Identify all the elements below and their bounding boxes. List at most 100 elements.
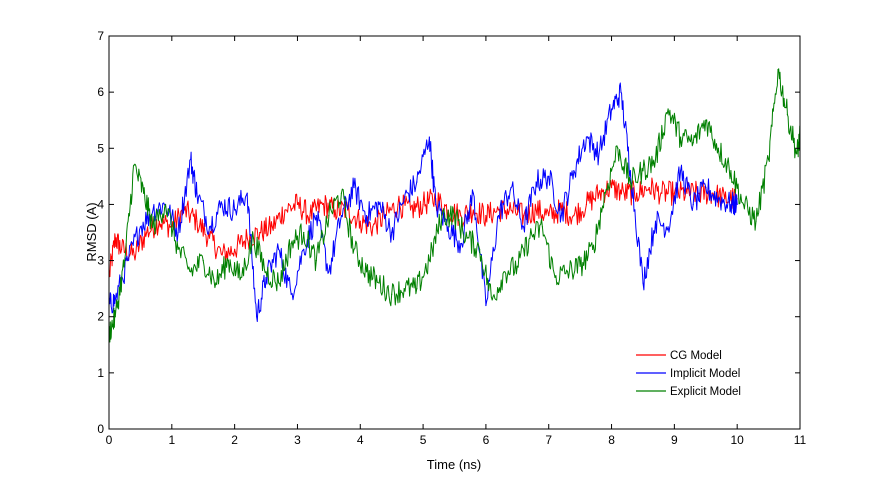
- data-point: [585, 136, 588, 138]
- data-point: [642, 282, 644, 284]
- data-point: [523, 215, 525, 217]
- data-point: [654, 220, 657, 222]
- data-point: [290, 243, 292, 245]
- data-point: [256, 316, 258, 318]
- data-point: [472, 209, 474, 211]
- data-point: [315, 259, 317, 262]
- y-tick-label: 3: [97, 254, 104, 268]
- data-point: [416, 181, 418, 183]
- data-point: [353, 186, 355, 189]
- x-tick-label: 8: [608, 433, 615, 447]
- data-point: [654, 158, 657, 161]
- data-point: [554, 276, 556, 279]
- data-point: [120, 248, 123, 250]
- data-point: [472, 192, 474, 194]
- data-point: [541, 226, 544, 228]
- data-point: [642, 170, 644, 172]
- data-point: [453, 215, 456, 217]
- data-point: [667, 108, 669, 110]
- data-point: [403, 288, 405, 290]
- data-point: [278, 282, 280, 284]
- y-tick-label: 6: [97, 85, 104, 99]
- data-point: [303, 248, 305, 250]
- data-point: [328, 215, 330, 217]
- data-point: [623, 192, 625, 194]
- data-point: [202, 259, 204, 262]
- data-point: [190, 158, 192, 161]
- data-point: [610, 108, 613, 110]
- data-point: [447, 226, 449, 228]
- data-point: [359, 220, 361, 222]
- data-point: [736, 203, 738, 206]
- data-point: [617, 147, 619, 149]
- data-point: [692, 203, 694, 206]
- data-point: [796, 153, 798, 155]
- data-point: [139, 226, 142, 228]
- data-point: [573, 170, 575, 172]
- data-point: [598, 192, 600, 194]
- data-point: [767, 158, 770, 161]
- data-point: [485, 304, 487, 307]
- data-point: [340, 215, 343, 217]
- data-point: [422, 203, 424, 206]
- data-point: [378, 203, 380, 206]
- data-point: [661, 192, 663, 194]
- x-tick-label: 6: [483, 433, 490, 447]
- y-tick-label: 0: [97, 422, 104, 436]
- y-tick-label: 5: [97, 141, 104, 155]
- data-point: [441, 215, 443, 217]
- series-line-1: [109, 82, 738, 322]
- data-point: [142, 192, 145, 194]
- data-point: [560, 215, 562, 217]
- data-point: [265, 276, 267, 279]
- data-point: [592, 248, 594, 250]
- data-point: [636, 192, 638, 194]
- data-point: [535, 209, 537, 211]
- data-point: [585, 203, 588, 206]
- y-axis-label: RMSD (A): [84, 202, 99, 261]
- data-point: [158, 220, 160, 222]
- x-tick-label: 3: [294, 433, 301, 447]
- data-point: [378, 282, 380, 284]
- x-tick-label: 7: [545, 433, 552, 447]
- data-point: [403, 198, 405, 200]
- data-point: [497, 209, 500, 211]
- data-point: [629, 181, 631, 183]
- data-point: [686, 192, 688, 194]
- data-point: [391, 231, 393, 234]
- data-point: [278, 248, 280, 250]
- data-point: [190, 271, 192, 273]
- data-point: [221, 254, 223, 256]
- ticks-layer: 0 1 2 3 4 5 6 7 8 9 10 11 0 1 2 3 4 5 6 7: [97, 29, 806, 447]
- data-point: [717, 147, 719, 149]
- data-point: [692, 142, 694, 144]
- data-point: [152, 209, 154, 211]
- data-point: [548, 215, 550, 217]
- x-tick-label: 5: [420, 433, 427, 447]
- series-layer: [109, 68, 800, 343]
- data-point: [416, 288, 418, 290]
- data-point: [648, 186, 650, 189]
- data-point: [133, 254, 135, 256]
- data-point: [610, 186, 613, 189]
- data-point: [208, 226, 211, 228]
- legend-label: CG Model: [670, 350, 722, 362]
- data-point: [114, 299, 116, 301]
- legend: CG Model Implicit Model Explicit Model: [636, 350, 741, 398]
- data-point: [221, 203, 223, 206]
- plot-frame: [108, 35, 801, 430]
- data-point: [724, 198, 726, 200]
- data-point: [485, 215, 487, 217]
- data-point: [680, 136, 682, 138]
- data-point: [598, 153, 600, 155]
- data-point: [742, 203, 745, 206]
- y-tick-label: 2: [97, 310, 104, 324]
- data-point: [705, 186, 707, 189]
- data-point: [523, 226, 525, 228]
- data-point: [290, 293, 292, 295]
- data-point: [510, 209, 512, 211]
- data-point: [491, 299, 493, 301]
- data-point: [409, 209, 412, 211]
- data-point: [208, 237, 211, 239]
- x-tick-label: 2: [231, 433, 238, 447]
